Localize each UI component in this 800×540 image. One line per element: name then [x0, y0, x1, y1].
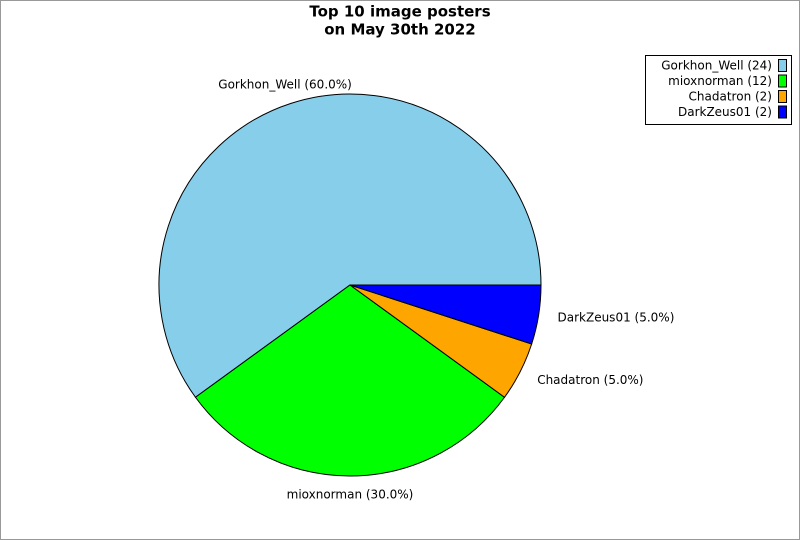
- legend-box: [645, 55, 792, 125]
- slice-label: mioxnorman (30.0%): [287, 488, 414, 502]
- pie-slice: [194, 284, 506, 477]
- legend-label: DarkZeus01 (2): [678, 105, 772, 119]
- legend-swatch: [778, 59, 787, 72]
- legend-label: Chadatron (2): [689, 90, 772, 104]
- legend-label: Gorkhon_Well (24): [661, 59, 772, 73]
- slice-label: DarkZeus01 (5.0%): [558, 310, 675, 324]
- pie-slice: [158, 93, 542, 398]
- legend-swatch: [778, 74, 787, 88]
- slice-label: Gorkhon_Well (60.0%): [218, 78, 352, 92]
- legend-label: mioxnorman (12): [668, 74, 772, 88]
- legend-swatch: [778, 90, 787, 103]
- pie-slice: [349, 284, 542, 345]
- slice-label: Chadatron (5.0%): [537, 373, 643, 387]
- legend-swatch: [778, 105, 787, 119]
- chart-title: on May 30th 2022: [324, 21, 476, 39]
- chart-title: Top 10 image posters: [309, 3, 490, 21]
